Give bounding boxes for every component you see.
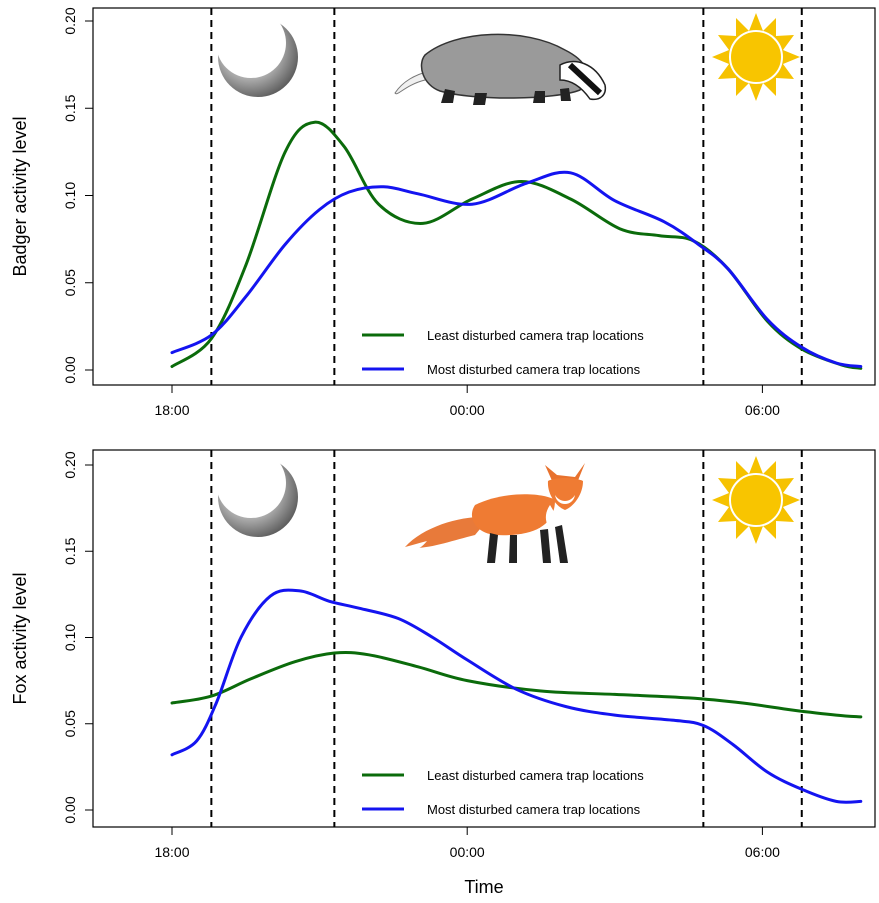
series-line-most — [170, 170, 863, 368]
y-axis-title: Badger activity level — [10, 116, 30, 276]
y-axis-title: Fox activity level — [10, 572, 30, 704]
y-axis: 0.00 0.05 0.10 0.15 0.20 — [62, 451, 93, 824]
y-tick-label: 0.20 — [62, 7, 78, 34]
badger-illustration — [394, 33, 607, 105]
x-tick-label: 18:00 — [154, 402, 189, 418]
moon-icon — [218, 457, 298, 537]
legend: Least disturbed camera trap locations Mo… — [362, 768, 644, 817]
period-boundary-lines — [210, 8, 803, 385]
legend-label-least: Least disturbed camera trap locations — [427, 768, 644, 783]
fox-panel: 0.00 0.05 0.10 0.15 0.20 18:00 00:00 06:00 Fox… — [10, 449, 876, 860]
fox-illustration — [405, 463, 585, 563]
y-axis: 0.00 0.05 0.10 0.15 0.20 — [62, 7, 93, 384]
x-axis: 18:00 00:00 06:00 — [154, 385, 780, 418]
x-tick-label: 06:00 — [745, 402, 780, 418]
badger-panel: 0.00 0.05 0.10 0.15 0.20 18:00 00:00 06:00 Bad… — [10, 7, 876, 418]
series-line-least — [170, 650, 863, 719]
y-tick-label: 0.10 — [62, 182, 78, 209]
period-boundary-lines — [210, 450, 803, 827]
y-tick-label: 0.05 — [62, 710, 78, 737]
legend-label-least: Least disturbed camera trap locations — [427, 328, 644, 343]
y-tick-label: 0.15 — [62, 94, 78, 121]
legend: Least disturbed camera trap locations Mo… — [362, 328, 644, 377]
x-tick-label: 18:00 — [154, 844, 189, 860]
y-tick-label: 0.00 — [62, 796, 78, 823]
moon-icon — [218, 17, 298, 97]
y-tick-label: 0.10 — [62, 624, 78, 651]
series-lines — [170, 120, 863, 370]
x-tick-label: 00:00 — [450, 402, 485, 418]
y-tick-label: 0.05 — [62, 269, 78, 296]
x-axis: 18:00 00:00 06:00 — [154, 827, 780, 860]
x-axis-title: Time — [464, 877, 503, 897]
y-tick-label: 0.20 — [62, 451, 78, 478]
series-lines — [170, 588, 863, 804]
series-line-most — [170, 588, 863, 804]
plot-frame — [92, 7, 876, 386]
sun-icon — [712, 456, 800, 544]
x-tick-label: 06:00 — [745, 844, 780, 860]
y-tick-label: 0.15 — [62, 537, 78, 564]
y-tick-label: 0.00 — [62, 356, 78, 383]
legend-label-most: Most disturbed camera trap locations — [427, 802, 641, 817]
sun-icon — [712, 13, 800, 101]
plot-frame — [92, 449, 876, 828]
x-tick-label: 00:00 — [450, 844, 485, 860]
legend-label-most: Most disturbed camera trap locations — [427, 362, 641, 377]
